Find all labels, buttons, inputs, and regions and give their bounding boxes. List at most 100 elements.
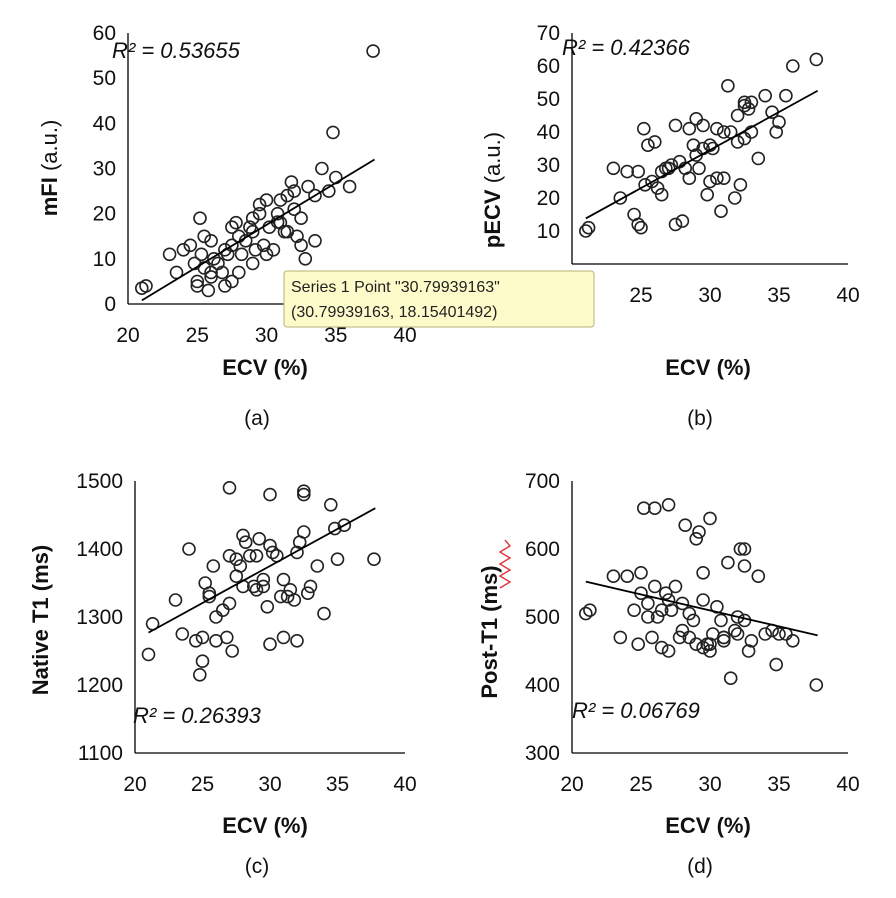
y-axis-title: Native T1 (ms) xyxy=(28,545,53,695)
data-point xyxy=(686,138,701,152)
x-tick-label: 40 xyxy=(393,773,416,796)
y-tick-label: 30 xyxy=(537,154,560,177)
data-point xyxy=(287,202,302,216)
series-points xyxy=(578,497,824,692)
trendline xyxy=(585,89,819,220)
data-point xyxy=(259,193,274,207)
x-tick-label: 30 xyxy=(698,284,721,307)
data-point xyxy=(296,487,311,502)
data-point xyxy=(225,220,239,234)
x-axis-title: ECV (%) xyxy=(222,355,308,380)
data-point xyxy=(772,115,786,129)
data-point xyxy=(721,79,735,93)
data-point xyxy=(613,630,628,645)
data-point xyxy=(716,125,731,139)
data-point xyxy=(294,238,308,253)
x-tick-label: 20 xyxy=(116,324,139,347)
data-point xyxy=(737,95,752,110)
tooltip-values: (30.79939163, 18.15401492) xyxy=(291,304,497,321)
data-point xyxy=(176,243,191,257)
data-point xyxy=(252,531,267,546)
y-tick-label: 60 xyxy=(537,55,560,78)
data-point xyxy=(641,138,655,152)
data-point xyxy=(280,224,295,239)
data-point xyxy=(737,98,752,113)
data-point xyxy=(280,188,295,203)
data-point xyxy=(233,559,248,573)
trendline xyxy=(585,580,818,637)
data-point xyxy=(664,603,679,618)
data-point xyxy=(741,644,756,658)
data-point xyxy=(323,497,338,512)
trendline xyxy=(141,158,375,302)
data-point xyxy=(583,603,597,618)
tooltip-title: Series 1 Point "30.79939163" xyxy=(291,279,500,296)
data-point xyxy=(139,279,153,293)
y-tick-label: 20 xyxy=(537,187,560,210)
data-point xyxy=(296,484,311,499)
data-point xyxy=(696,593,710,607)
y-tick-label: 50 xyxy=(537,88,560,111)
panel-caption: (b) xyxy=(687,407,713,430)
data-point xyxy=(342,179,357,194)
data-point xyxy=(220,630,234,645)
data-point xyxy=(238,535,253,550)
data-point xyxy=(280,589,295,604)
data-point xyxy=(308,234,322,248)
data-point xyxy=(216,603,230,618)
data-point xyxy=(727,191,742,205)
data-point xyxy=(641,596,655,611)
y-tick-labels: 10 20 30 40 50 60 70 xyxy=(537,22,560,243)
data-point xyxy=(723,671,738,686)
panel-c: 1100 1200 1300 1400 1500 20 25 30 35 40 Native T… xyxy=(28,470,417,878)
data-point xyxy=(225,274,239,289)
panel-a: 0 10 20 30 40 50 60 20 25 30 35 40 mFI (a.u.) ECV … xyxy=(37,22,417,430)
x-axis-title: ECV (%) xyxy=(665,355,751,380)
x-tick-label: 40 xyxy=(836,773,859,796)
x-tick-label: 35 xyxy=(326,773,349,796)
data-point xyxy=(703,511,717,526)
data-point xyxy=(716,171,731,185)
data-point xyxy=(741,102,756,116)
data-point xyxy=(247,579,261,594)
data-point xyxy=(692,525,706,539)
x-tick-label: 40 xyxy=(836,284,859,307)
data-point xyxy=(696,118,710,133)
data-point xyxy=(661,497,676,512)
panel-caption: (a) xyxy=(244,407,270,430)
data-point xyxy=(631,217,646,232)
spellcheck-squiggle xyxy=(498,539,512,589)
data-point xyxy=(650,610,665,624)
y-tick-label: 60 xyxy=(93,22,116,45)
x-tick-label: 20 xyxy=(123,773,146,796)
y-tick-label: 1200 xyxy=(76,674,123,697)
data-point xyxy=(631,164,646,179)
data-point xyxy=(620,569,635,584)
data-point xyxy=(222,596,237,611)
y-tick-label: 700 xyxy=(525,470,560,493)
data-point xyxy=(668,118,683,133)
data-point xyxy=(751,151,766,166)
x-axis-title: ECV (%) xyxy=(665,813,751,838)
data-point xyxy=(654,603,669,618)
data-point xyxy=(737,131,752,146)
data-point xyxy=(337,518,352,533)
data-point xyxy=(675,623,690,638)
data-point xyxy=(330,552,345,567)
data-point xyxy=(225,238,239,253)
data-point xyxy=(301,179,315,194)
data-point xyxy=(682,630,697,645)
data-point xyxy=(700,187,715,202)
data-point xyxy=(290,633,304,648)
data-point xyxy=(654,187,669,202)
data-point xyxy=(634,565,648,580)
data-point xyxy=(294,211,308,225)
r-squared-label: R² = 0.26393 xyxy=(133,703,262,728)
data-point xyxy=(232,265,246,280)
x-tick-label: 35 xyxy=(767,773,790,796)
data-point xyxy=(222,548,237,563)
data-point xyxy=(276,630,291,645)
y-tick-labels: 300 400 500 600 700 xyxy=(525,470,560,765)
